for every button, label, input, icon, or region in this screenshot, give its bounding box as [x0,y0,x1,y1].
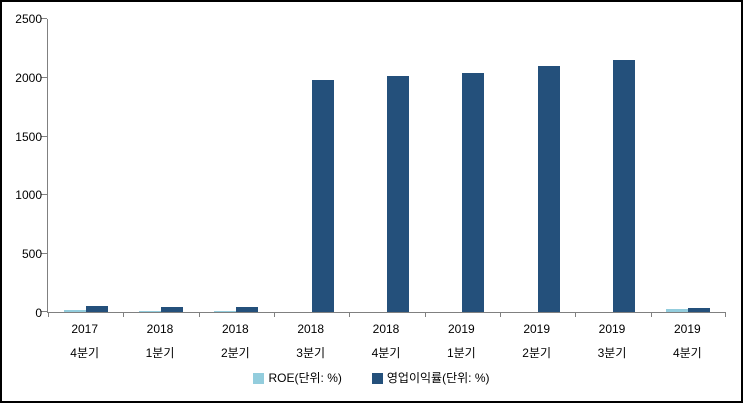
bar-operating-margin [537,66,560,312]
legend: ROE(단위: %) 영업이익률(단위: %) [2,371,741,385]
bar-operating-margin [386,75,409,312]
x-category-year: 2019 [523,322,551,336]
x-category-label: 2018 3분기 [273,322,348,361]
x-axis-tick [725,312,726,317]
x-category-quarter: 4분기 [371,346,401,360]
y-tick-label: 500 [21,247,42,262]
bar-roe [63,310,86,312]
bar-roe [139,310,161,312]
legend-item-roe: ROE(단위: %) [253,371,342,385]
legend-label: ROE(단위: %) [268,371,342,385]
bar-group [274,19,349,312]
bar-group [123,19,198,312]
x-axis-tick [123,312,124,317]
x-axis-tick [500,312,501,317]
x-category-quarter: 3분기 [597,346,627,360]
x-axis-tick [349,312,350,317]
x-axis-tick [199,312,200,317]
x-axis-tick [425,312,426,317]
y-tick-label: 0 [35,306,42,320]
x-category-label: 2018 4분기 [348,322,423,361]
x-category-year: 2018 [146,322,174,336]
y-tick-label: 1000 [15,188,42,203]
x-category-label: 2019 3분기 [574,322,649,361]
y-axis-tick [41,311,47,312]
legend-swatch-roe [253,372,265,384]
bar-group [651,19,726,312]
x-category-quarter: 4분기 [672,346,702,360]
y-tick-label: 1500 [15,129,42,144]
x-category-year: 2017 [71,322,99,336]
y-axis-tick [41,253,47,255]
x-category-year: 2019 [447,322,475,336]
bar-operating-margin [462,73,485,312]
x-category-quarter: 4분기 [70,346,100,360]
x-category-quarter: 1분기 [446,346,476,360]
x-axis-tick [48,312,49,317]
bar-operating-margin [160,306,183,312]
x-category-year: 2019 [598,322,626,336]
plot-area [41,18,726,317]
x-axis-tick [575,312,576,317]
y-tick-label: 2000 [15,70,42,85]
y-axis-tick [41,18,47,19]
y-axis-tick [41,76,47,78]
bar-group [349,19,424,312]
x-category-quarter: 2분기 [220,346,250,360]
x-category-label: 2019 1분기 [424,322,499,361]
bar-operating-margin [612,60,635,312]
bar-operating-margin [688,308,711,312]
x-category-label: 2019 4분기 [650,322,725,361]
x-category-label: 2019 2분기 [499,322,574,361]
bar-group [425,19,500,312]
bar-roe [666,309,689,312]
bar-operating-margin [236,307,259,312]
x-category-label: 2018 1분기 [122,322,197,361]
x-axis-tick [651,312,652,317]
y-axis-tick [41,194,47,196]
bar-group [500,19,575,312]
x-category-label: 2018 2분기 [198,322,273,361]
legend-swatch-operating-margin [371,372,383,384]
legend-item-operating-margin: 영업이익률(단위: %) [371,371,490,385]
x-category-year: 2018 [372,322,400,336]
x-axis-tick [274,312,275,317]
bar-operating-margin [85,305,108,312]
y-axis-tick [41,135,47,137]
x-category-quarter: 3분기 [296,346,326,360]
bar-group [199,19,274,312]
bar-group [48,19,123,312]
y-tick-label: 2500 [15,12,42,26]
x-category-year: 2018 [297,322,325,336]
bar-roe [214,310,237,312]
x-category-quarter: 2분기 [522,346,552,360]
x-category-quarter: 1분기 [145,346,175,360]
bar-operating-margin [311,80,334,312]
x-category-label: 2017 4분기 [47,322,122,361]
x-category-year: 2019 [673,322,701,336]
legend-label: 영업이익률(단위: %) [386,371,490,385]
x-category-year: 2018 [221,322,249,336]
bar-group [575,19,650,312]
